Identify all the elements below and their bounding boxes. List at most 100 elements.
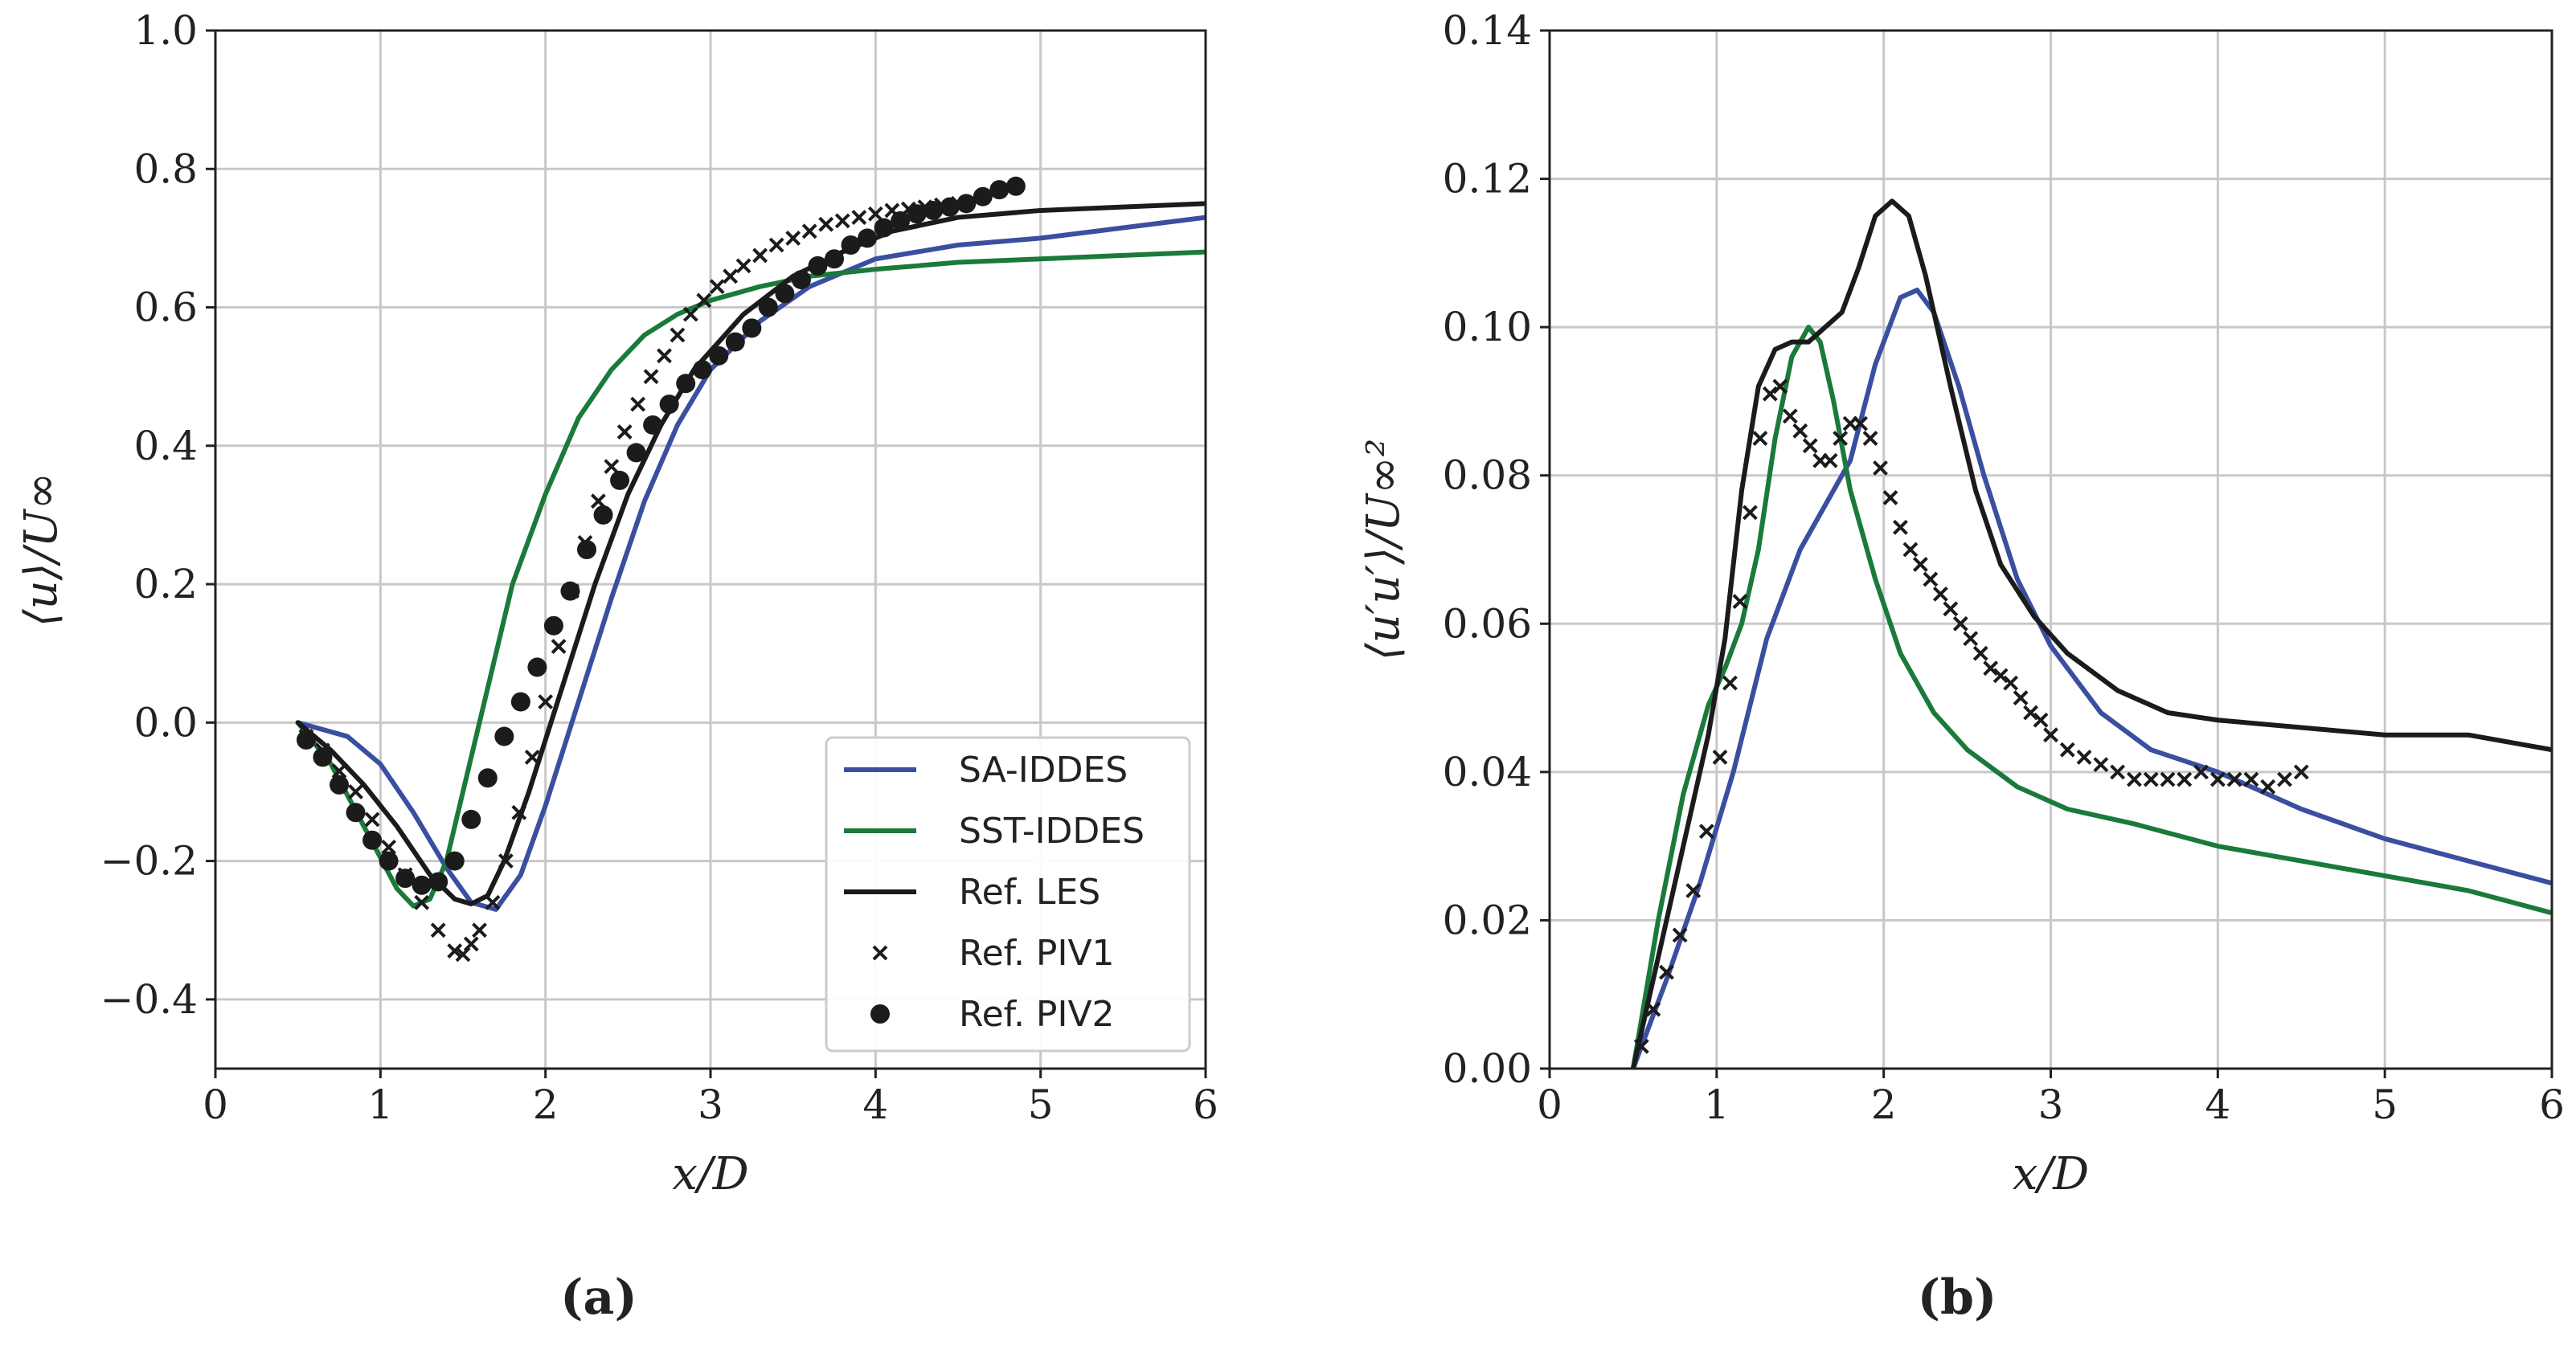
panel-b-series-ref-piv1-point [1802, 438, 1818, 454]
panel-b-series-ref-piv1-point [1659, 964, 1674, 980]
panel-a-series-ref-piv2-point [362, 830, 383, 850]
panel-a-series-ref-piv2-point [841, 235, 861, 256]
panel-b-series-ref-piv1-point [1893, 519, 1908, 535]
panel-a-series-ref-piv2-point [444, 851, 465, 871]
panel-a-series-sa-iddes [295, 215, 1206, 912]
panel-a-series-ref-piv2-point [412, 875, 432, 895]
panel-a-series-ref-piv1-point [709, 279, 725, 295]
panel-b-series-ref-piv1-point [1698, 824, 1714, 840]
panel-a-series-ref-piv2-point [891, 211, 911, 231]
panel-a-xtick-label: 2 [533, 1081, 559, 1128]
panel-a-series-ref-piv2 [296, 176, 1026, 895]
panel-b-ytick-label: 0.08 [1443, 452, 1532, 499]
panel-a-series-group [295, 176, 1206, 963]
panel-a-series-ref-piv1-point [616, 424, 633, 439]
panel-b-xtick-label: 4 [2205, 1081, 2230, 1128]
panel-a-xtick-label: 5 [1028, 1081, 1054, 1128]
panel-a-series-ref-piv2-point [330, 775, 349, 795]
panel-a-series-ref-piv2-point [676, 374, 696, 394]
panel-b-series-ref-piv1-point [2177, 771, 2193, 787]
panel-b-xtick-label: 1 [1704, 1081, 1730, 1128]
panel-a-series-ref-piv2-point [494, 726, 514, 746]
panel-b-series-ref-piv1-point [2013, 690, 2029, 705]
panel-a-series-ref-piv2-point [395, 869, 416, 889]
panel-a-series-ref-piv2-point [742, 318, 762, 338]
panel-a-series-ref-piv1-point [752, 247, 768, 264]
panel-a-legend-entry-ref-piv1: Ref. PIV1 [872, 933, 1115, 974]
panel-a-series-ref-piv2-point [924, 200, 944, 220]
panel-a-series-ref-piv1-point [604, 459, 620, 475]
panel-b: 0 1 2 3 4 5 6 0.00 0.02 0.04 0.06 0.08 0.10 0.12 0.14 x… [1358, 7, 2565, 1326]
panel-b-xtick-label: 2 [1871, 1081, 1897, 1128]
panel-a-series-ref-piv2-point [825, 249, 844, 269]
panel-b-series-ref-piv1-point [1943, 601, 1959, 617]
panel-b-series-ref-piv1-point [1672, 927, 1688, 943]
panel-a-series-ref-piv1-point [463, 936, 479, 952]
panel-a-series-ref-piv1-point [643, 369, 659, 385]
panel-b-series-ref-piv1-point [2160, 771, 2176, 787]
panel-b-series-ref-piv1-point [2110, 764, 2126, 780]
panel-b-series-ref-piv1-point [1752, 431, 1768, 446]
panel-a-legend-entry-ref-piv2-label: Ref. PIV2 [959, 994, 1115, 1035]
panel-a-series-ref-piv1-point [538, 694, 554, 709]
panel-a-series-ref-piv2-point [477, 768, 498, 788]
panel-b-series-ref-piv1-point [2293, 764, 2309, 780]
panel-a-series-ref-piv2-point [510, 692, 530, 712]
panel-b-series-ref-piv1-point [1882, 489, 1898, 505]
panel-a-series-ref-piv2-point [956, 194, 977, 214]
panel-b-series-ref-piv1-point [2059, 742, 2075, 758]
panel-b-ytick-label: 0.14 [1443, 7, 1532, 54]
panel-a-legend-entry-sa-iddes-label: SA-IDDES [959, 750, 1128, 791]
panel-a-xtick-label: 3 [698, 1081, 723, 1128]
panel-a-series-ref-piv1-point [414, 894, 430, 910]
panel-a-series-ref-piv1-point [331, 763, 347, 779]
panel-a-series-ref-piv1-point [630, 396, 646, 412]
panel-b-series-ref-piv1-point [1833, 431, 1849, 446]
panel-b-series-sa-iddes [1630, 288, 2552, 1069]
panel-a-ytick-label: −0.2 [100, 838, 198, 885]
panel-a-series-ref-piv1-point [723, 268, 739, 284]
panel-b-series-sst-iddes [1630, 325, 2552, 1069]
panel-a-panel-label: (a) [560, 1269, 637, 1326]
panel-b-series-ref-piv1-point [2003, 675, 2019, 691]
panel-a-series-ref-piv1-point [682, 306, 698, 322]
panel-a-series-ref-piv1-point [867, 206, 883, 222]
panel-b-series-ref-piv1-point [1853, 415, 1868, 431]
panel-b-ytick-label: 0.06 [1443, 600, 1532, 647]
panel-b-series-ref-piv1-point [2093, 757, 2109, 773]
panel-a-series-ref-piv2-point [428, 872, 448, 892]
panel-b-series-ref-piv1-point [2076, 749, 2092, 765]
panel-a-series-ref-piv1-point [498, 853, 514, 869]
panel-a-series-ref-piv2-point [907, 204, 927, 224]
panel-b-series-ref-piv1-point [2033, 712, 2049, 728]
panel-a-series-ref-piv2-point [296, 730, 316, 750]
panel-a-ylabel: ⟨u⟩/U∞ [15, 472, 68, 627]
panel-a-xtick-label: 6 [1193, 1081, 1218, 1128]
panel-a-series-sst-iddes [295, 249, 1206, 909]
panel-b-series-ref-piv1-point [1923, 571, 1939, 587]
panel-b-ytick-label: 0.04 [1443, 749, 1532, 795]
panel-a-ytick-label: 0.4 [133, 423, 198, 469]
panel-a-series-ref-piv2-point [758, 297, 778, 317]
panel-a-series-ref-piv1-point [511, 804, 527, 820]
panel-a-series-ref-piv1-point [801, 223, 817, 239]
panel-a-legend-entry-sst-iddes-label: SST-IDDES [959, 811, 1145, 852]
panel-b-series-ref-piv1-point [2023, 705, 2038, 721]
panel-b-series-ref-piv1-point [1762, 386, 1778, 402]
panel-a-series-ref-piv1-point [768, 237, 784, 253]
panel-b-xtick-label: 0 [1537, 1081, 1562, 1128]
panel-a-ytick-label: 0.2 [133, 561, 198, 607]
panel-b-series-ref-piv1-point [1712, 749, 1728, 765]
panel-a-series-ref-piv2-point [643, 415, 663, 435]
panel-b-series-ref-piv1-point [2127, 771, 2142, 787]
panel-b-ytick-label: 0.12 [1443, 156, 1532, 202]
panel-a-legend-entry-sa-iddes: SA-IDDES [844, 750, 1128, 791]
panel-a-series-ref-piv1-point [696, 292, 712, 309]
panel-a-xtick-label: 4 [862, 1081, 888, 1128]
panel-a-series-ref-piv2-point [527, 657, 547, 677]
panel-a-xtick-label: 1 [367, 1081, 393, 1128]
panel-b-ytick-label: 0.02 [1443, 897, 1532, 943]
panel-a-ytick-label: 0.6 [133, 284, 198, 331]
panel-a-series-ref-piv1-point [447, 943, 463, 959]
